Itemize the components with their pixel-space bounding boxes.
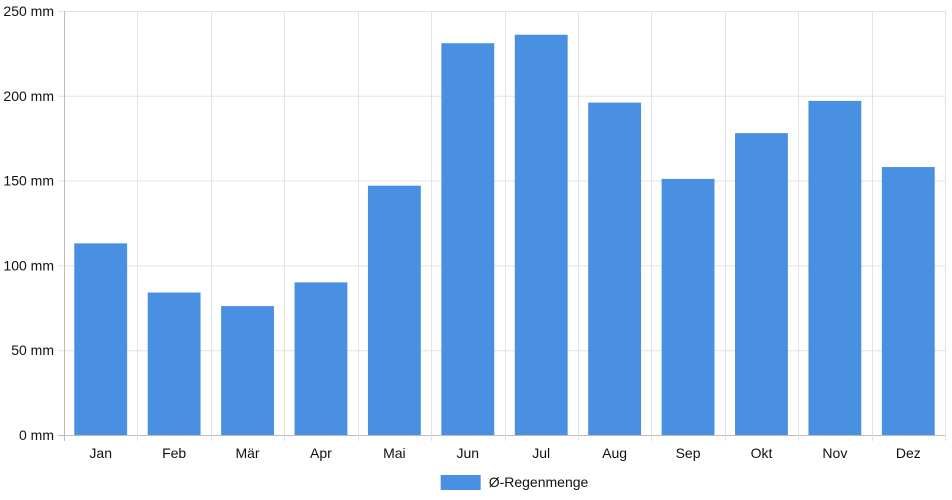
x-tick-label: Jul — [532, 445, 550, 461]
bar-jul[interactable] — [514, 34, 568, 436]
bar-feb[interactable] — [147, 292, 201, 435]
x-tick-label: Dez — [896, 445, 921, 461]
y-tick-label: 100 mm — [3, 257, 54, 273]
grid — [58, 11, 946, 441]
x-tick-label: Jun — [457, 445, 480, 461]
x-tick-label: Mär — [235, 445, 259, 461]
x-tick-label: Jan — [89, 445, 112, 461]
y-tick-label: 50 mm — [11, 342, 54, 358]
x-tick-label: Nov — [822, 445, 847, 461]
bar-apr[interactable] — [294, 282, 348, 435]
bar-sep[interactable] — [661, 178, 715, 436]
axes: 0 mm 50 mm 100 mm 150 mm 200 mm 250 mm Jan Feb M… — [3, 3, 920, 461]
y-tick-label: 200 mm — [3, 88, 54, 104]
x-tick-label: Okt — [751, 445, 773, 461]
x-tick-label: Mai — [383, 445, 406, 461]
y-tick-label: 0 mm — [19, 427, 54, 443]
bar-mai[interactable] — [367, 185, 421, 435]
x-tick-label: Apr — [310, 445, 332, 461]
x-tick-label: Sep — [676, 445, 701, 461]
legend[interactable]: Ø-Regenmenge — [440, 474, 589, 490]
legend-swatch — [440, 475, 481, 490]
bar-okt[interactable] — [735, 133, 788, 435]
x-tick-label: Aug — [602, 445, 627, 461]
bar-jun[interactable] — [441, 43, 495, 435]
bar-nov[interactable] — [808, 100, 862, 435]
x-tick-label: Feb — [162, 445, 186, 461]
bar-jan[interactable] — [74, 243, 128, 435]
y-tick-label: 150 mm — [3, 173, 54, 189]
y-tick-label: 250 mm — [3, 3, 54, 19]
bar-dez[interactable] — [881, 167, 935, 436]
bars — [74, 34, 935, 436]
bar-aug[interactable] — [588, 102, 642, 436]
bar-mär[interactable] — [221, 306, 274, 435]
legend-label[interactable]: Ø-Regenmenge — [489, 474, 589, 490]
